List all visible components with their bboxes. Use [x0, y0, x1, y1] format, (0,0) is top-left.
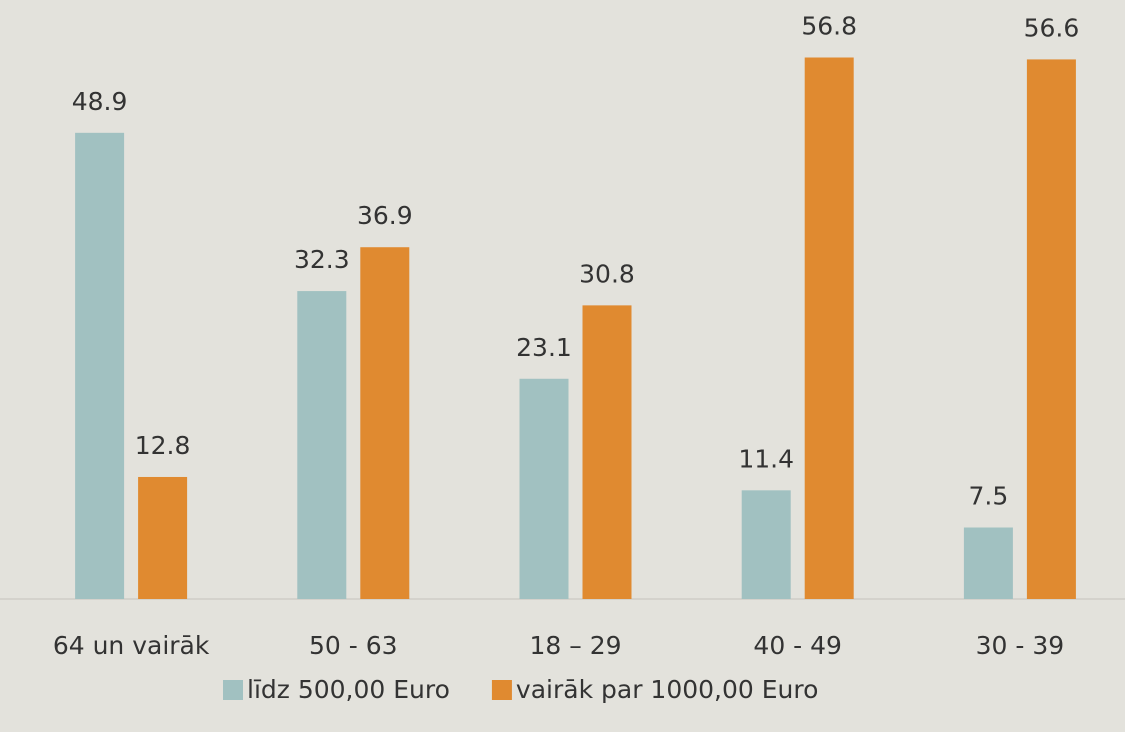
bar: [297, 291, 347, 599]
bar: [582, 305, 632, 599]
bar: [963, 527, 1013, 599]
data-label: 56.8: [801, 12, 857, 41]
x-tick-label: 64 un vairāk: [53, 631, 210, 660]
data-label: 48.9: [72, 87, 128, 116]
legend-label: vairāk par 1000,00 Euro: [516, 675, 819, 704]
data-label: 11.4: [738, 444, 794, 473]
bar: [138, 476, 188, 599]
data-label: 32.3: [294, 245, 350, 274]
x-tick-label: 30 - 39: [976, 631, 1065, 660]
data-label: 7.5: [969, 482, 1009, 511]
x-tick-label: 50 - 63: [309, 631, 398, 660]
legend-label: līdz 500,00 Euro: [247, 675, 450, 704]
data-label: 56.6: [1024, 13, 1080, 42]
bar: [519, 378, 569, 599]
bar: [1026, 59, 1076, 600]
x-tick-label: 18 – 29: [529, 631, 621, 660]
bar: [741, 490, 791, 599]
bar: [360, 247, 410, 599]
data-label: 30.8: [579, 259, 635, 288]
bar: [804, 57, 854, 600]
bar: [75, 132, 125, 599]
data-label: 36.9: [357, 201, 413, 230]
x-tick-label: 40 - 49: [753, 631, 842, 660]
data-label: 12.8: [135, 431, 191, 460]
legend-swatch: [491, 680, 512, 700]
data-label: 23.1: [516, 333, 572, 362]
legend-swatch: [223, 680, 243, 700]
